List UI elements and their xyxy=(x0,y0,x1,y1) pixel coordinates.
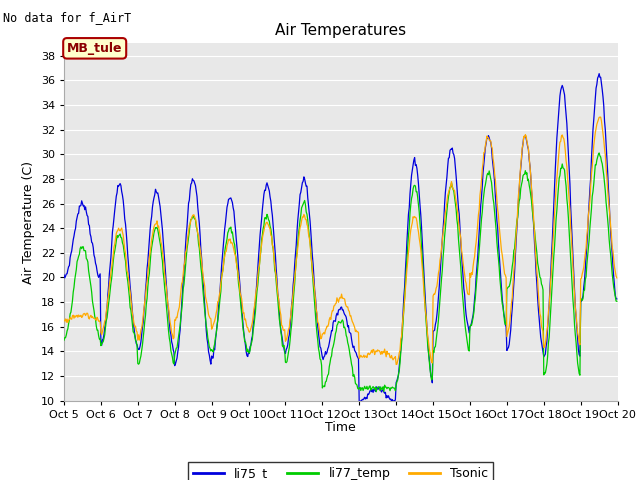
Legend: li75_t, li77_temp, Tsonic: li75_t, li77_temp, Tsonic xyxy=(188,462,493,480)
Title: Air Temperatures: Air Temperatures xyxy=(275,23,406,38)
Text: MB_tule: MB_tule xyxy=(67,42,122,55)
X-axis label: Time: Time xyxy=(325,421,356,434)
Text: No data for f_AirT: No data for f_AirT xyxy=(3,11,131,24)
Y-axis label: Air Temperature (C): Air Temperature (C) xyxy=(22,160,35,284)
